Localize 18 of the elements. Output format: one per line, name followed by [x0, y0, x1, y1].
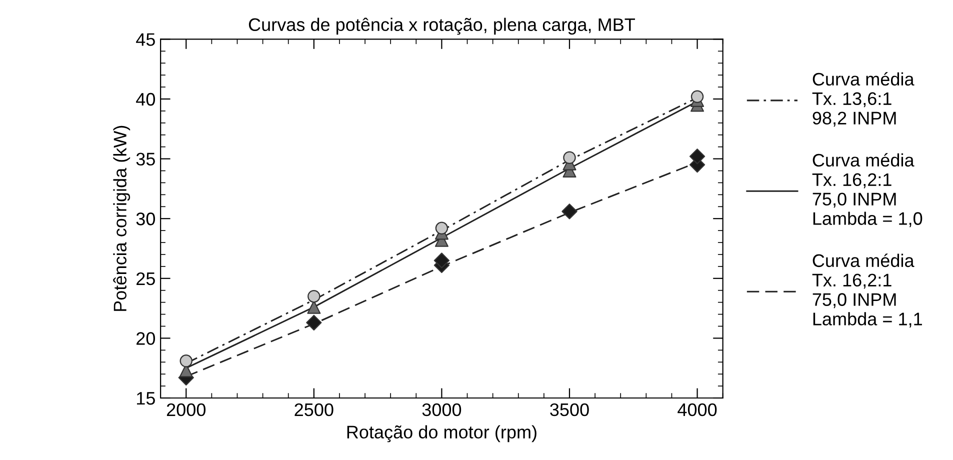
legend-label: Curva média Tx. 13,6:1 98,2 INPM — [812, 72, 914, 127]
y-tick-label: 40 — [136, 92, 155, 106]
y-axis-title: Potência corrigida (kW) — [113, 126, 130, 311]
y-tick-label: 25 — [136, 272, 155, 286]
legend-label: Curva média Tx. 16,2:1 75,0 INPM Lambda = 1,0 — [812, 153, 922, 228]
legend-label: Curva média Tx. 16,2:1 75,0 INPM Lambda = 1,1 — [812, 254, 922, 328]
y-tick-label: 30 — [136, 212, 155, 226]
x-tick-label: 4000 — [678, 403, 717, 416]
x-tick-label: 3000 — [422, 403, 462, 416]
y-tick-label: 45 — [136, 33, 155, 46]
y-tick-label: 35 — [136, 152, 155, 166]
chart-title: Curvas de potência x rotação, plena carga, MBT — [248, 18, 635, 35]
y-tick-label: 20 — [136, 332, 155, 345]
x-axis-title: Rotação do motor (rpm) — [347, 425, 536, 442]
x-tick-label: 3500 — [550, 403, 589, 416]
x-tick-label: 2000 — [166, 403, 206, 416]
y-tick-label: 15 — [137, 392, 155, 405]
x-tick-label: 2500 — [294, 403, 334, 416]
